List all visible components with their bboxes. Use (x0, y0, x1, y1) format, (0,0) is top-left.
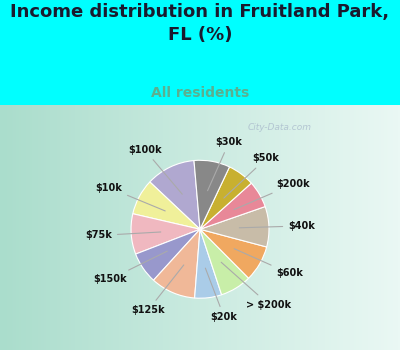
Text: Income distribution in Fruitland Park,
FL (%): Income distribution in Fruitland Park, F… (10, 4, 390, 44)
Text: $75k: $75k (85, 231, 161, 240)
Text: $150k: $150k (94, 251, 167, 284)
Text: All residents: All residents (151, 86, 249, 100)
Wedge shape (131, 214, 200, 254)
Wedge shape (154, 229, 200, 298)
Text: $60k: $60k (234, 249, 303, 279)
Text: $200k: $200k (234, 179, 310, 210)
Text: $10k: $10k (95, 183, 165, 211)
Text: > $200k: > $200k (221, 262, 291, 309)
Wedge shape (200, 206, 269, 247)
Text: City-Data.com: City-Data.com (248, 122, 312, 132)
Wedge shape (133, 182, 200, 229)
Wedge shape (200, 167, 251, 229)
Text: $30k: $30k (208, 137, 242, 191)
Wedge shape (136, 229, 200, 280)
Text: $100k: $100k (128, 145, 182, 194)
Wedge shape (150, 161, 200, 229)
Wedge shape (195, 229, 222, 298)
Wedge shape (200, 229, 248, 295)
Text: $50k: $50k (224, 153, 280, 198)
Text: $20k: $20k (205, 268, 238, 322)
Text: $40k: $40k (239, 221, 315, 231)
Text: $125k: $125k (131, 265, 184, 315)
Wedge shape (200, 183, 265, 229)
Wedge shape (194, 160, 230, 229)
Wedge shape (200, 229, 267, 278)
